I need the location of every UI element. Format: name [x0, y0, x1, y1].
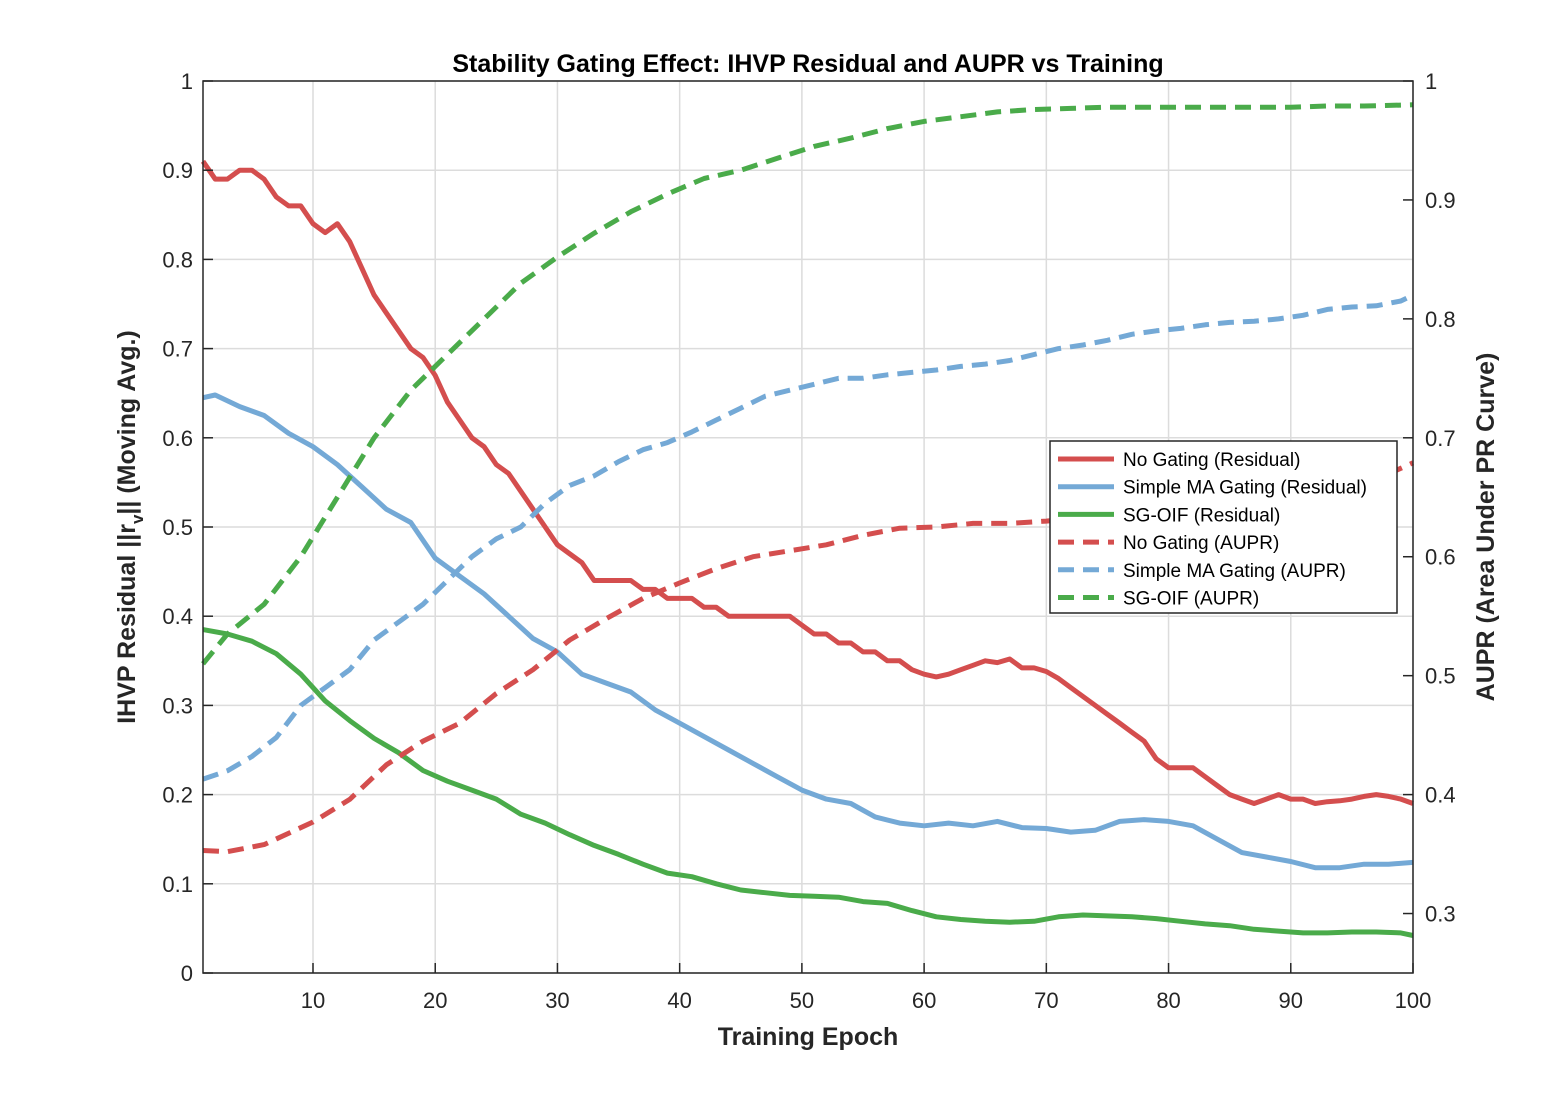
y-left-tick-label: 1: [181, 69, 193, 94]
x-tick-label: 100: [1395, 988, 1432, 1013]
y-left-tick-label: 0.5: [162, 515, 193, 540]
y-axis-left-title-suffix: || (Moving Avg.): [113, 330, 141, 514]
series-line-no-gating-aupr: [202, 460, 1415, 855]
series-line-sg-oif-aupr: [201, 102, 1414, 666]
y-right-tick-label: 0.8: [1425, 307, 1456, 332]
series-line-no-gating-residual: [200, 159, 1414, 806]
legend-label-no-gating-aupr: No Gating (AUPR): [1123, 533, 1279, 554]
x-axis-title: Training Epoch: [718, 1023, 899, 1051]
series-line-sg-oif-residual: [202, 627, 1414, 938]
x-tick-label: 70: [1034, 988, 1058, 1013]
y-left-tick-label: 0: [181, 961, 193, 986]
y-axis-right-ticks: 0.3 0.4 0.5 0.6 0.7 0.8 0.9 1: [1403, 69, 1456, 927]
legend-box: [1049, 440, 1398, 614]
legend-label-simple-ma-gating-aupr: Simple MA Gating (AUPR): [1123, 561, 1346, 582]
y-right-tick-label: 0.7: [1425, 426, 1456, 451]
x-axis-ticks: 10 20 30 40 50 60 70 80 90 100: [301, 963, 1432, 1013]
y-axis-left-ticks: 0 0.1 0.2 0.3 0.4 0.5 0.6 0.7 0.8 0.9 1: [162, 69, 213, 986]
chart-title: Stability Gating Effect: IHVP Residual a…: [452, 50, 1163, 78]
y-left-tick-label: 0.8: [162, 247, 193, 272]
x-tick-label: 80: [1156, 988, 1180, 1013]
y-left-tick-label: 0.4: [162, 604, 193, 629]
legend-label-sg-oif-aupr: SG-OIF (AUPR): [1123, 589, 1259, 610]
y-axis-right-title: AUPR (Area Under PR Curve): [1472, 353, 1500, 702]
y-axis-left-title-prefix: IHVP Residual ||r: [113, 524, 141, 724]
legend-label-sg-oif-residual: SG-OIF (Residual): [1123, 505, 1280, 526]
series-line-simple-ma-gating-aupr: [202, 292, 1415, 782]
y-left-tick-label: 0.2: [162, 783, 193, 808]
y-left-tick-label: 0.9: [162, 158, 193, 183]
y-right-tick-label: 0.3: [1425, 902, 1456, 927]
y-right-tick-label: 1: [1425, 69, 1437, 94]
plot-area-series: [200, 102, 1415, 938]
x-tick-label: 90: [1279, 988, 1303, 1013]
y-left-tick-label: 0.1: [162, 872, 193, 897]
legend-label-no-gating-residual: No Gating (Residual): [1123, 450, 1300, 471]
y-left-tick-label: 0.6: [162, 426, 193, 451]
series-line-simple-ma-gating-residual: [202, 392, 1414, 871]
x-tick-label: 30: [545, 988, 569, 1013]
x-tick-label: 60: [912, 988, 936, 1013]
y-right-tick-label: 0.9: [1425, 188, 1456, 213]
x-tick-label: 10: [301, 988, 325, 1013]
y-right-tick-label: 0.4: [1425, 783, 1456, 808]
legend: No Gating (Residual) Simple MA Gating (Re…: [1049, 440, 1398, 614]
y-right-tick-label: 0.5: [1425, 664, 1456, 689]
y-left-tick-label: 0.3: [162, 693, 193, 718]
x-tick-label: 20: [423, 988, 447, 1013]
y-axis-left-title-subscript: v: [128, 514, 147, 524]
y-axis-left-title: IHVP Residual ||rv|| (Moving Avg.): [113, 330, 147, 724]
x-tick-label: 40: [667, 988, 691, 1013]
x-tick-label: 50: [790, 988, 814, 1013]
y-right-tick-label: 0.6: [1425, 545, 1456, 570]
y-left-tick-label: 0.7: [162, 337, 193, 362]
legend-label-simple-ma-gating-residual: Simple MA Gating (Residual): [1123, 478, 1367, 499]
